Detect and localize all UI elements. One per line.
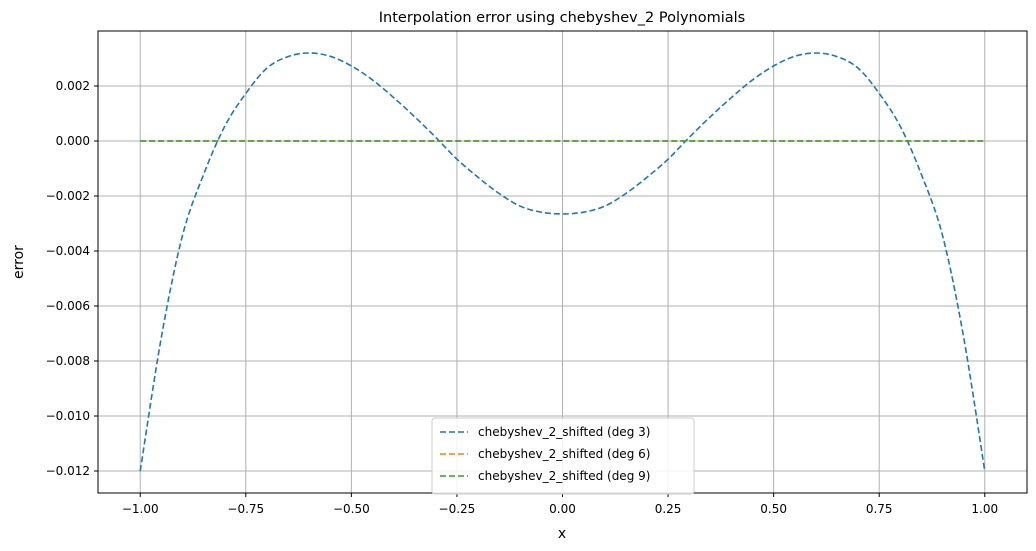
y-tick-label: −0.004 bbox=[46, 244, 90, 258]
x-tick-label: 1.00 bbox=[971, 502, 998, 516]
legend-label-1: chebyshev_2_shifted (deg 3) bbox=[478, 425, 650, 439]
y-tick-label: −0.012 bbox=[46, 464, 90, 478]
x-tick-label: 0.75 bbox=[866, 502, 893, 516]
x-tick-label: 0.50 bbox=[760, 502, 787, 516]
y-tick-label: −0.006 bbox=[46, 299, 90, 313]
legend-label-2: chebyshev_2_shifted (deg 6) bbox=[478, 447, 650, 461]
x-tick-label: −0.50 bbox=[333, 502, 370, 516]
legend-label-3: chebyshev_2_shifted (deg 9) bbox=[478, 469, 650, 483]
y-axis-ticks: 0.002 0.000 −0.002 −0.004 −0.006 −0.008 −0.010… bbox=[46, 79, 98, 478]
x-axis-ticks: −1.00 −0.75 −0.50 −0.25 0.00 0.25 0.50 0.75 1.00 bbox=[122, 493, 998, 516]
legend-box bbox=[431, 417, 695, 495]
x-axis-label: x bbox=[558, 526, 566, 542]
chart-title: Interpolation error using chebyshev_2 Po… bbox=[379, 10, 746, 26]
y-tick-label: 0.000 bbox=[56, 134, 90, 148]
y-tick-label: −0.008 bbox=[46, 354, 90, 368]
y-tick-label: −0.002 bbox=[46, 189, 90, 203]
y-tick-label: 0.002 bbox=[56, 79, 90, 93]
y-tick-label: −0.010 bbox=[46, 409, 90, 423]
x-tick-label: −1.00 bbox=[122, 502, 159, 516]
series-lines bbox=[139, 52, 986, 472]
legend: chebyshev_2_shifted (deg 3) chebyshev_2_s… bbox=[431, 417, 695, 495]
series-line-1 bbox=[139, 52, 986, 472]
x-tick-label: −0.25 bbox=[439, 502, 476, 516]
y-axis-label: error bbox=[11, 245, 27, 279]
x-tick-label: −0.75 bbox=[227, 502, 264, 516]
x-tick-label: 0.25 bbox=[655, 502, 682, 516]
x-tick-label: 0.00 bbox=[549, 502, 576, 516]
